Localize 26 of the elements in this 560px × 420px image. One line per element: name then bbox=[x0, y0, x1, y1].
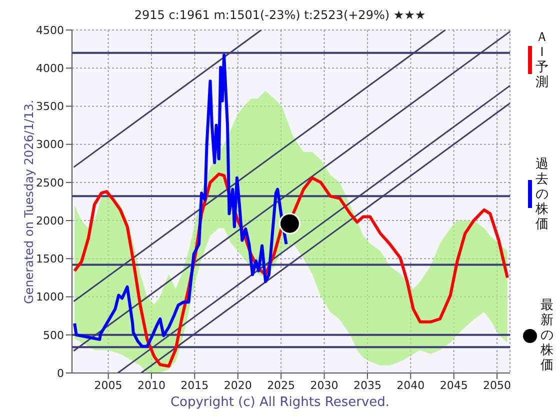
y-tick-label: 2000 bbox=[36, 214, 64, 228]
x-tick-label: 2040 bbox=[396, 378, 425, 392]
x-tick-label: 2005 bbox=[94, 378, 122, 392]
y-tick-label: 3000 bbox=[36, 138, 64, 152]
text: Generated on Tuesday 2026/1/13. bbox=[22, 98, 36, 306]
y-tick-label: 3500 bbox=[36, 100, 64, 114]
y-tick-label: 4000 bbox=[36, 62, 64, 76]
text: Copyright (c) All Rights Reserved. bbox=[169, 395, 391, 410]
y-tick-label: 2500 bbox=[36, 176, 64, 190]
x-tick-label: 2020 bbox=[224, 378, 252, 392]
y-tick-label: 500 bbox=[43, 328, 64, 342]
x-tick-label: 2035 bbox=[353, 378, 382, 392]
x-tick-label: 2030 bbox=[310, 378, 338, 392]
x-tick-label: 2050 bbox=[483, 378, 512, 392]
legend-label: ＡＩ予測 bbox=[535, 30, 549, 90]
x-tick-label: 2045 bbox=[440, 378, 468, 392]
y-tick-label: 4500 bbox=[36, 24, 64, 37]
legend-label: 過去の株価 bbox=[535, 156, 549, 232]
x-tick-label: 2015 bbox=[180, 378, 209, 392]
x-tick-label: 2025 bbox=[267, 378, 296, 392]
legend-label: 最新の株価 bbox=[540, 298, 554, 373]
y-tick-label: 0 bbox=[57, 366, 64, 380]
chart-title: 2915 c:1961 m:1501(-23%) t:2523(+29%) ★★★ bbox=[133, 8, 427, 22]
y-tick-label: 1500 bbox=[36, 252, 64, 266]
y-tick-label: 1000 bbox=[36, 290, 64, 304]
x-tick-label: 2010 bbox=[137, 378, 166, 392]
